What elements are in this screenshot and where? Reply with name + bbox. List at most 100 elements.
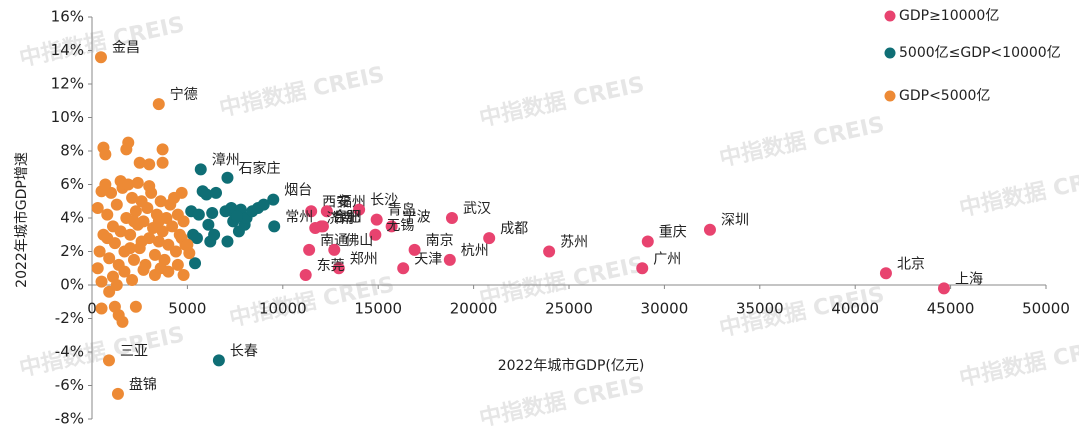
watermark: 中指数据 CREIS	[957, 161, 1079, 221]
point	[135, 235, 148, 248]
point	[110, 198, 123, 211]
watermark: 中指数据 CREIS	[717, 111, 887, 171]
x-tick-label: 10000	[259, 300, 307, 318]
point-label: 济南	[326, 211, 354, 227]
point	[143, 180, 156, 193]
point	[443, 253, 456, 266]
point-label: 重庆	[659, 224, 687, 240]
y-tick-label: -4%	[55, 343, 84, 361]
y-tick-label: 6%	[60, 175, 84, 193]
y-tick-label: 12%	[51, 75, 84, 93]
point	[129, 205, 142, 218]
y-tick-label: 10%	[51, 108, 84, 126]
x-axis-title: 2022年城市GDP(亿元)	[498, 357, 645, 374]
point-label: 郑州	[350, 251, 378, 267]
point-label: 烟台	[284, 183, 312, 199]
point-label: 盘锦	[129, 376, 157, 393]
point	[316, 220, 329, 233]
y-tick-label: -8%	[55, 410, 84, 428]
point-label: 常州	[285, 209, 313, 225]
point	[636, 262, 649, 275]
point	[95, 275, 108, 288]
point	[206, 206, 219, 219]
point	[268, 220, 281, 233]
point	[91, 262, 104, 275]
point	[221, 171, 234, 184]
point	[200, 188, 213, 201]
point-label: 漳州	[212, 151, 240, 168]
y-tick-label: 16%	[51, 8, 84, 26]
point	[105, 186, 118, 199]
point-label: 长沙	[370, 193, 398, 209]
point-label: 佛山	[345, 233, 373, 249]
point	[231, 210, 244, 223]
y-tick-label: 4%	[60, 209, 84, 227]
point	[299, 268, 312, 281]
point	[127, 215, 140, 228]
point	[370, 213, 383, 226]
point-label: 三亚	[120, 343, 148, 359]
point	[152, 215, 165, 228]
point	[120, 143, 133, 156]
point	[194, 163, 207, 176]
point	[332, 262, 345, 275]
point	[148, 248, 161, 261]
point	[192, 208, 205, 221]
point	[95, 302, 108, 315]
y-tick-label: 0%	[60, 276, 84, 294]
point-label: 泉州	[334, 208, 362, 225]
point-label: 杭州	[461, 243, 489, 259]
point	[408, 243, 421, 256]
point	[141, 201, 154, 214]
legend-label: 5000亿≤GDP<10000亿	[899, 45, 1061, 61]
point-label: 东莞	[317, 258, 345, 274]
point	[397, 262, 410, 275]
point-label: 天津	[414, 251, 442, 267]
point	[369, 228, 382, 241]
point-label: 宁德	[170, 86, 198, 103]
point	[328, 243, 341, 256]
point-label: 南京	[426, 233, 454, 249]
watermark: 中指数据 CREIS	[17, 321, 187, 381]
point-label: 苏州	[560, 235, 588, 251]
point	[257, 198, 270, 211]
point	[124, 228, 137, 241]
point	[353, 203, 366, 216]
point	[385, 220, 398, 233]
point	[152, 235, 165, 248]
point	[137, 263, 150, 276]
point	[208, 228, 221, 241]
point	[127, 253, 140, 266]
point	[124, 242, 137, 255]
point	[131, 176, 144, 189]
point-label: 武汉	[463, 201, 491, 217]
point	[137, 215, 150, 228]
point	[175, 186, 188, 199]
point	[445, 212, 458, 224]
x-tick-label: 40000	[831, 300, 879, 318]
point-label: 成都	[500, 221, 528, 237]
point	[102, 354, 115, 367]
point	[152, 98, 165, 111]
point	[93, 245, 106, 258]
point	[101, 208, 114, 221]
x-tick-label: 45000	[927, 300, 975, 318]
y-axis-title: 2022年城市GDP增速	[13, 152, 30, 288]
point	[91, 201, 104, 214]
point	[126, 273, 139, 286]
point	[122, 178, 135, 191]
point	[110, 279, 123, 291]
point	[111, 387, 124, 400]
point	[154, 195, 167, 208]
point	[94, 51, 107, 64]
x-tick-label: 35000	[736, 300, 784, 318]
point	[189, 257, 202, 270]
y-tick-label: -6%	[55, 376, 84, 394]
point-label: 宁波	[403, 208, 431, 225]
point	[183, 247, 196, 260]
watermark: 中指数据 CREIS	[477, 371, 647, 431]
point	[190, 232, 203, 245]
point	[103, 252, 116, 265]
point	[99, 148, 112, 161]
point	[129, 300, 142, 313]
